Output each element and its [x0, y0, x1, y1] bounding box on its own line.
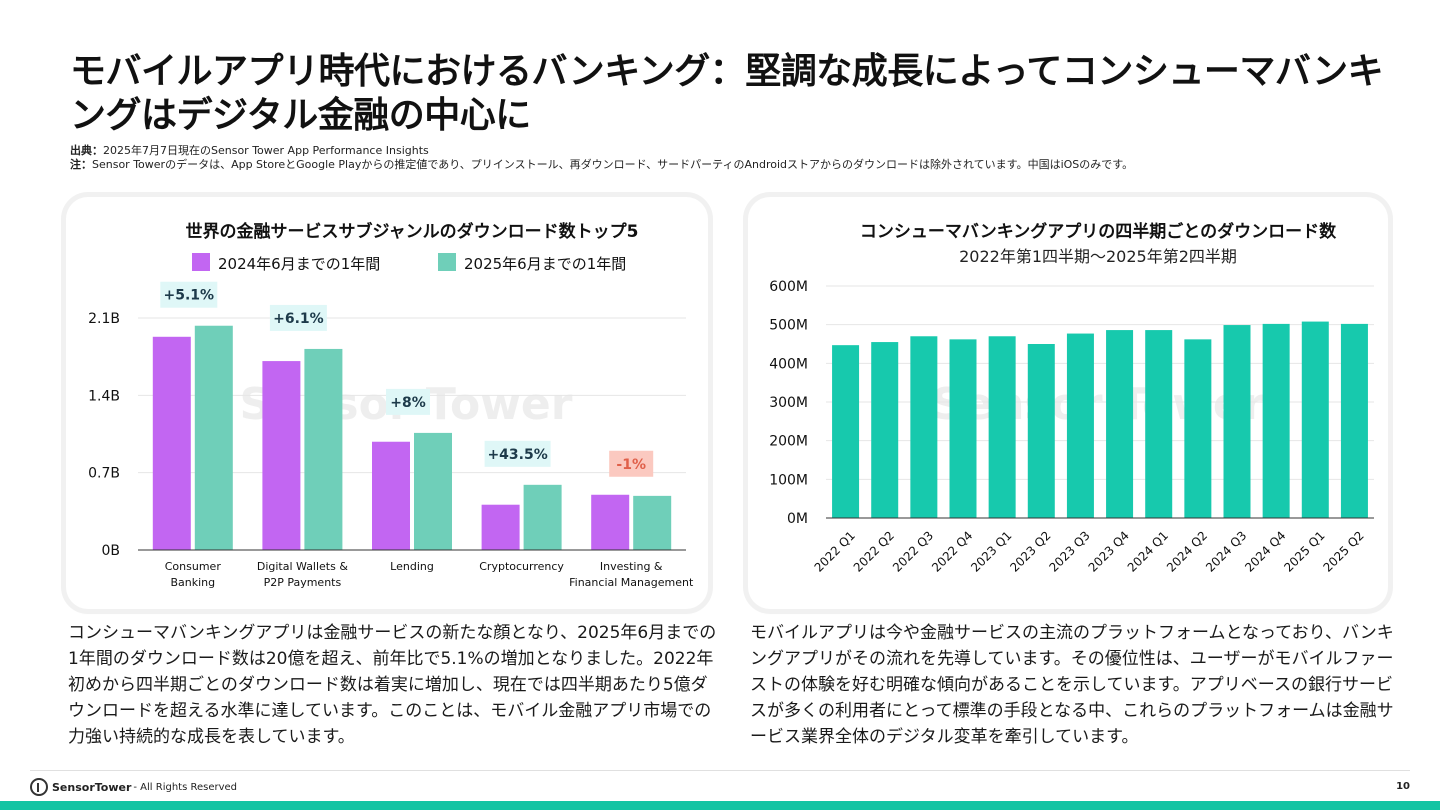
x-tick-label: 2023 Q1 — [968, 528, 1014, 574]
bar — [832, 345, 860, 518]
bar — [194, 325, 233, 550]
bar — [1106, 330, 1134, 518]
growth-label: +6.1% — [273, 311, 324, 327]
x-tick-label: Investing & — [600, 560, 663, 573]
x-tick-label: 2024 Q2 — [1164, 528, 1210, 574]
page-title: モバイルアプリ時代におけるバンキング：堅調な成長によってコンシューマバンキングは… — [70, 51, 1384, 136]
source-notes: 出典：2025年7月7日現在のSensor Tower App Performa… — [70, 144, 1400, 172]
legend-label: 2024年6月までの1年間 — [218, 255, 380, 273]
bar — [633, 495, 672, 550]
x-tick-label: 2023 Q3 — [1046, 528, 1092, 574]
summary-paragraph-left: コンシューマバンキングアプリは金融サービスの新たな顔となり、2025年6月までの… — [68, 623, 717, 747]
x-tick-label: Cryptocurrency — [479, 560, 564, 573]
x-tick-label: Digital Wallets & — [257, 560, 349, 573]
growth-label: +8% — [390, 395, 426, 411]
bar — [372, 441, 410, 550]
footer-brand: SensorTower — [52, 780, 132, 794]
quarterly-downloads-card: コンシューマバンキングアプリの四半期ごとのダウンロード数 2022年第1四半期〜2… — [748, 197, 1388, 609]
y-tick-label: 1.4B — [88, 388, 120, 404]
y-tick-label: 0.7B — [88, 466, 120, 482]
bottom-accent-bar — [0, 801, 1440, 810]
y-tick-label: 2.1B — [88, 311, 120, 327]
y-tick-label: 0B — [101, 543, 120, 559]
growth-label: -1% — [616, 457, 646, 473]
x-tick-label: 2025 Q1 — [1281, 528, 1327, 574]
growth-badge — [160, 281, 218, 308]
x-tick-label: 2023 Q2 — [1007, 528, 1053, 574]
x-tick-label: P2P Payments — [264, 576, 342, 589]
chart-title: コンシューマバンキングアプリの四半期ごとのダウンロード数 — [860, 221, 1337, 242]
footer-rights: - All Rights Reserved — [133, 781, 238, 793]
y-tick-label: 100M — [769, 472, 808, 488]
footer-divider — [30, 770, 1410, 771]
x-tick-label: 2022 Q4 — [929, 528, 975, 574]
subgenre-downloads-chart: 世界の金融サービスサブジャンルのダウンロード数トップ5Sensor Tower2… — [88, 221, 694, 589]
growth-label: +43.5% — [487, 447, 547, 463]
bar — [262, 361, 301, 550]
x-tick-label: 2024 Q1 — [1125, 528, 1171, 574]
x-tick-label: 2025 Q2 — [1320, 528, 1366, 574]
y-tick-label: 200M — [769, 434, 808, 450]
chart-title: 世界の金融サービスサブジャンルのダウンロード数トップ5 — [186, 221, 639, 242]
watermark: Sensor Tower — [932, 379, 1265, 430]
page-number: 10 — [1396, 781, 1410, 792]
bar — [304, 348, 343, 550]
bar — [1066, 333, 1094, 518]
bar — [1145, 330, 1173, 518]
note-line: 注：Sensor Towerのデータは、App StoreとGoogle Pla… — [70, 158, 1134, 171]
growth-badge — [484, 440, 551, 467]
y-tick-label: 300M — [769, 395, 808, 411]
bar — [152, 336, 191, 550]
x-tick-label: Consumer — [165, 560, 222, 573]
sensor-tower-logo-icon — [30, 778, 48, 796]
x-tick-label: 2022 Q3 — [890, 528, 936, 574]
growth-badge — [386, 388, 430, 415]
bar — [1223, 325, 1251, 518]
footer-logo: SensorTower - All Rights Reserved — [30, 778, 237, 796]
source-line: 出典：2025年7月7日現在のSensor Tower App Performa… — [70, 144, 429, 157]
y-tick-label: 600M — [769, 279, 808, 295]
bar — [414, 432, 452, 550]
quarterly-downloads-chart: コンシューマバンキングアプリの四半期ごとのダウンロード数 2022年第1四半期〜2… — [769, 221, 1374, 575]
x-tick-label: 2024 Q4 — [1242, 528, 1288, 574]
bar — [523, 484, 562, 550]
subgenre-downloads-card: 世界の金融サービスサブジャンルのダウンロード数トップ5Sensor Tower2… — [66, 197, 708, 609]
chart-subtitle: 2022年第1四半期〜2025年第2四半期 — [959, 247, 1237, 266]
summary-paragraph-right: モバイルアプリは今や金融サービスの主流のプラットフォームとなっており、バンキング… — [750, 623, 1394, 747]
bar — [1262, 323, 1290, 518]
x-tick-label: 2022 Q2 — [851, 528, 897, 574]
bar — [988, 336, 1016, 518]
growth-badge — [269, 304, 327, 331]
y-tick-label: 400M — [769, 356, 808, 372]
x-tick-label: Banking — [170, 576, 215, 589]
bar — [591, 494, 630, 550]
x-tick-label: 2022 Q1 — [812, 528, 858, 574]
bar — [1301, 321, 1329, 518]
bar — [949, 339, 977, 518]
y-tick-label: 500M — [769, 318, 808, 334]
bar — [1027, 344, 1055, 518]
legend-swatch — [438, 253, 456, 271]
x-tick-label: 2023 Q4 — [1086, 528, 1132, 574]
x-tick-label: Lending — [390, 560, 434, 573]
bar — [1340, 323, 1368, 518]
bar — [910, 336, 938, 518]
bar — [871, 342, 899, 518]
x-tick-label: Financial Management — [569, 576, 694, 589]
x-tick-label: 2024 Q3 — [1203, 528, 1249, 574]
legend-swatch — [192, 253, 210, 271]
bar — [1184, 339, 1212, 518]
legend-label: 2025年6月までの1年間 — [464, 255, 626, 273]
growth-label: +5.1% — [164, 288, 215, 304]
growth-badge — [609, 450, 654, 477]
y-tick-label: 0M — [787, 511, 808, 527]
bar — [481, 504, 520, 550]
